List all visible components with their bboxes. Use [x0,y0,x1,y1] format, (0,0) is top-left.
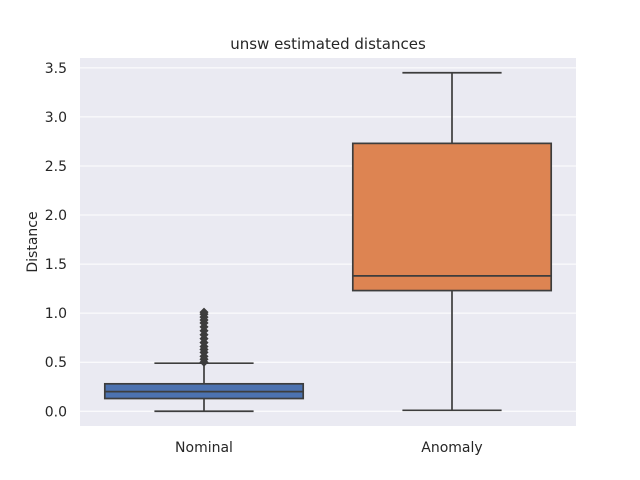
y-tick-label: 3.0 [45,110,67,126]
y-tick-label: 1.0 [45,306,67,322]
y-tick-label: 1.5 [45,257,67,273]
x-tick-label: Anomaly [421,440,482,456]
y-tick-label: 2.5 [45,159,67,175]
y-tick-label: 0.0 [45,404,67,420]
interquartile-box [351,142,553,292]
box-layer [103,71,553,413]
y-tick-label: 2.0 [45,208,67,224]
y-axis-title: Distance [25,211,41,272]
x-tick-labels: Nominal Anomaly [175,440,483,456]
outlier-point [199,307,209,317]
box-group-anomaly [351,71,553,412]
box-group-nominal [103,307,305,413]
x-tick-label: Nominal [175,440,233,456]
y-tick-label: 3.5 [45,61,67,77]
y-tick-labels: 0.0 0.5 1.0 1.5 2.0 2.5 3.0 3.5 [45,61,67,420]
y-tick-label: 0.5 [45,355,67,371]
chart-title: unsw estimated distances [230,35,426,53]
